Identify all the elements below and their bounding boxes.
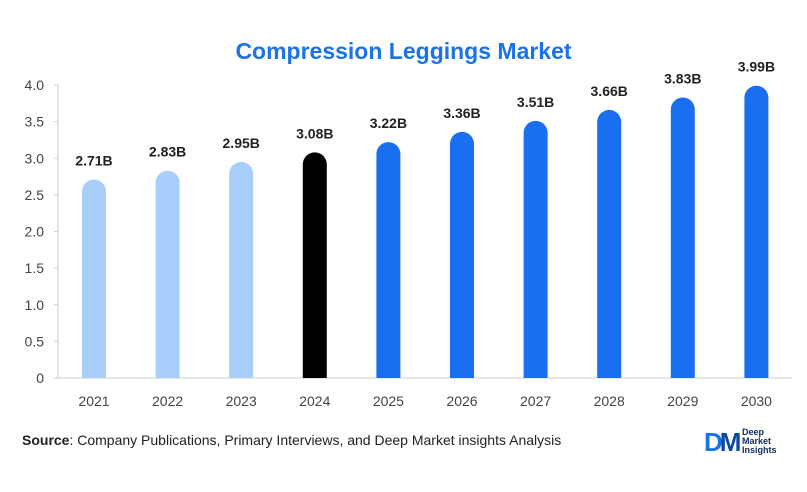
y-tick-label: 0 <box>36 370 44 386</box>
y-tick-label: 4.0 <box>25 77 45 93</box>
bar-chart: 0 0.5 1.0 1.5 2.0 2.5 3.0 3.5 4.0 2.71B 2021 2.83B 2… <box>25 59 792 409</box>
company-logo: DM Deep Market Insights <box>704 425 804 461</box>
bar-2024 <box>302 152 327 378</box>
data-label-2028: 3.66B <box>591 83 628 99</box>
bar-2022 <box>155 170 180 378</box>
data-label-2030: 3.99B <box>738 59 775 75</box>
data-label-2024: 3.08B <box>296 125 333 141</box>
y-tick-label: 0.5 <box>25 333 45 349</box>
logo-mark: DM <box>704 427 742 458</box>
x-tick-label-2029: 2029 <box>667 393 698 409</box>
bar-2027 <box>523 120 548 378</box>
logo-letter-m: M <box>719 427 742 457</box>
bar-2028 <box>597 109 622 379</box>
x-tick-label-2022: 2022 <box>152 393 183 409</box>
bar-2029 <box>670 97 695 378</box>
x-tick-label-2021: 2021 <box>78 393 109 409</box>
source-note: Source: Company Publications, Primary In… <box>22 432 561 448</box>
y-tick-label: 2.5 <box>25 187 45 203</box>
data-label-2029: 3.83B <box>664 70 701 86</box>
y-tick-label: 1.5 <box>25 260 45 276</box>
x-tick-label-2023: 2023 <box>226 393 257 409</box>
y-tick-label: 2.0 <box>25 224 45 240</box>
x-tick-label-2027: 2027 <box>520 393 551 409</box>
chart-title: Compression Leggings Market <box>235 38 572 64</box>
y-tick-label: 3.5 <box>25 114 45 130</box>
x-tick-label-2025: 2025 <box>373 393 404 409</box>
source-label: Source <box>22 432 70 448</box>
data-label-2023: 2.95B <box>223 135 260 151</box>
data-label-2027: 3.51B <box>517 94 554 110</box>
logo-line-2: Market <box>742 436 772 446</box>
bar-2026 <box>450 131 474 378</box>
x-tick-label-2028: 2028 <box>594 393 625 409</box>
bar-2021 <box>82 179 106 378</box>
logo-text: Deep Market Insights <box>742 428 777 455</box>
data-label-2021: 2.71B <box>75 152 112 168</box>
data-label-2026: 3.36B <box>443 105 480 121</box>
bar-2025 <box>376 142 401 378</box>
source-text: : Company Publications, Primary Intervie… <box>69 432 562 448</box>
logo-line-1: Deep <box>742 427 765 437</box>
y-tick-label: 1.0 <box>25 297 45 313</box>
logo-letter-d: D <box>704 427 723 457</box>
x-tick-label-2024: 2024 <box>299 393 330 409</box>
data-label-2022: 2.83B <box>149 144 186 160</box>
bar-2030 <box>744 85 769 379</box>
bar-2023 <box>229 161 254 378</box>
x-tick-label-2026: 2026 <box>446 393 477 409</box>
logo-line-3: Insights <box>742 445 777 455</box>
data-label-2025: 3.22B <box>370 115 407 131</box>
x-tick-label-2030: 2030 <box>741 393 772 409</box>
y-tick-label: 3.0 <box>25 150 45 166</box>
